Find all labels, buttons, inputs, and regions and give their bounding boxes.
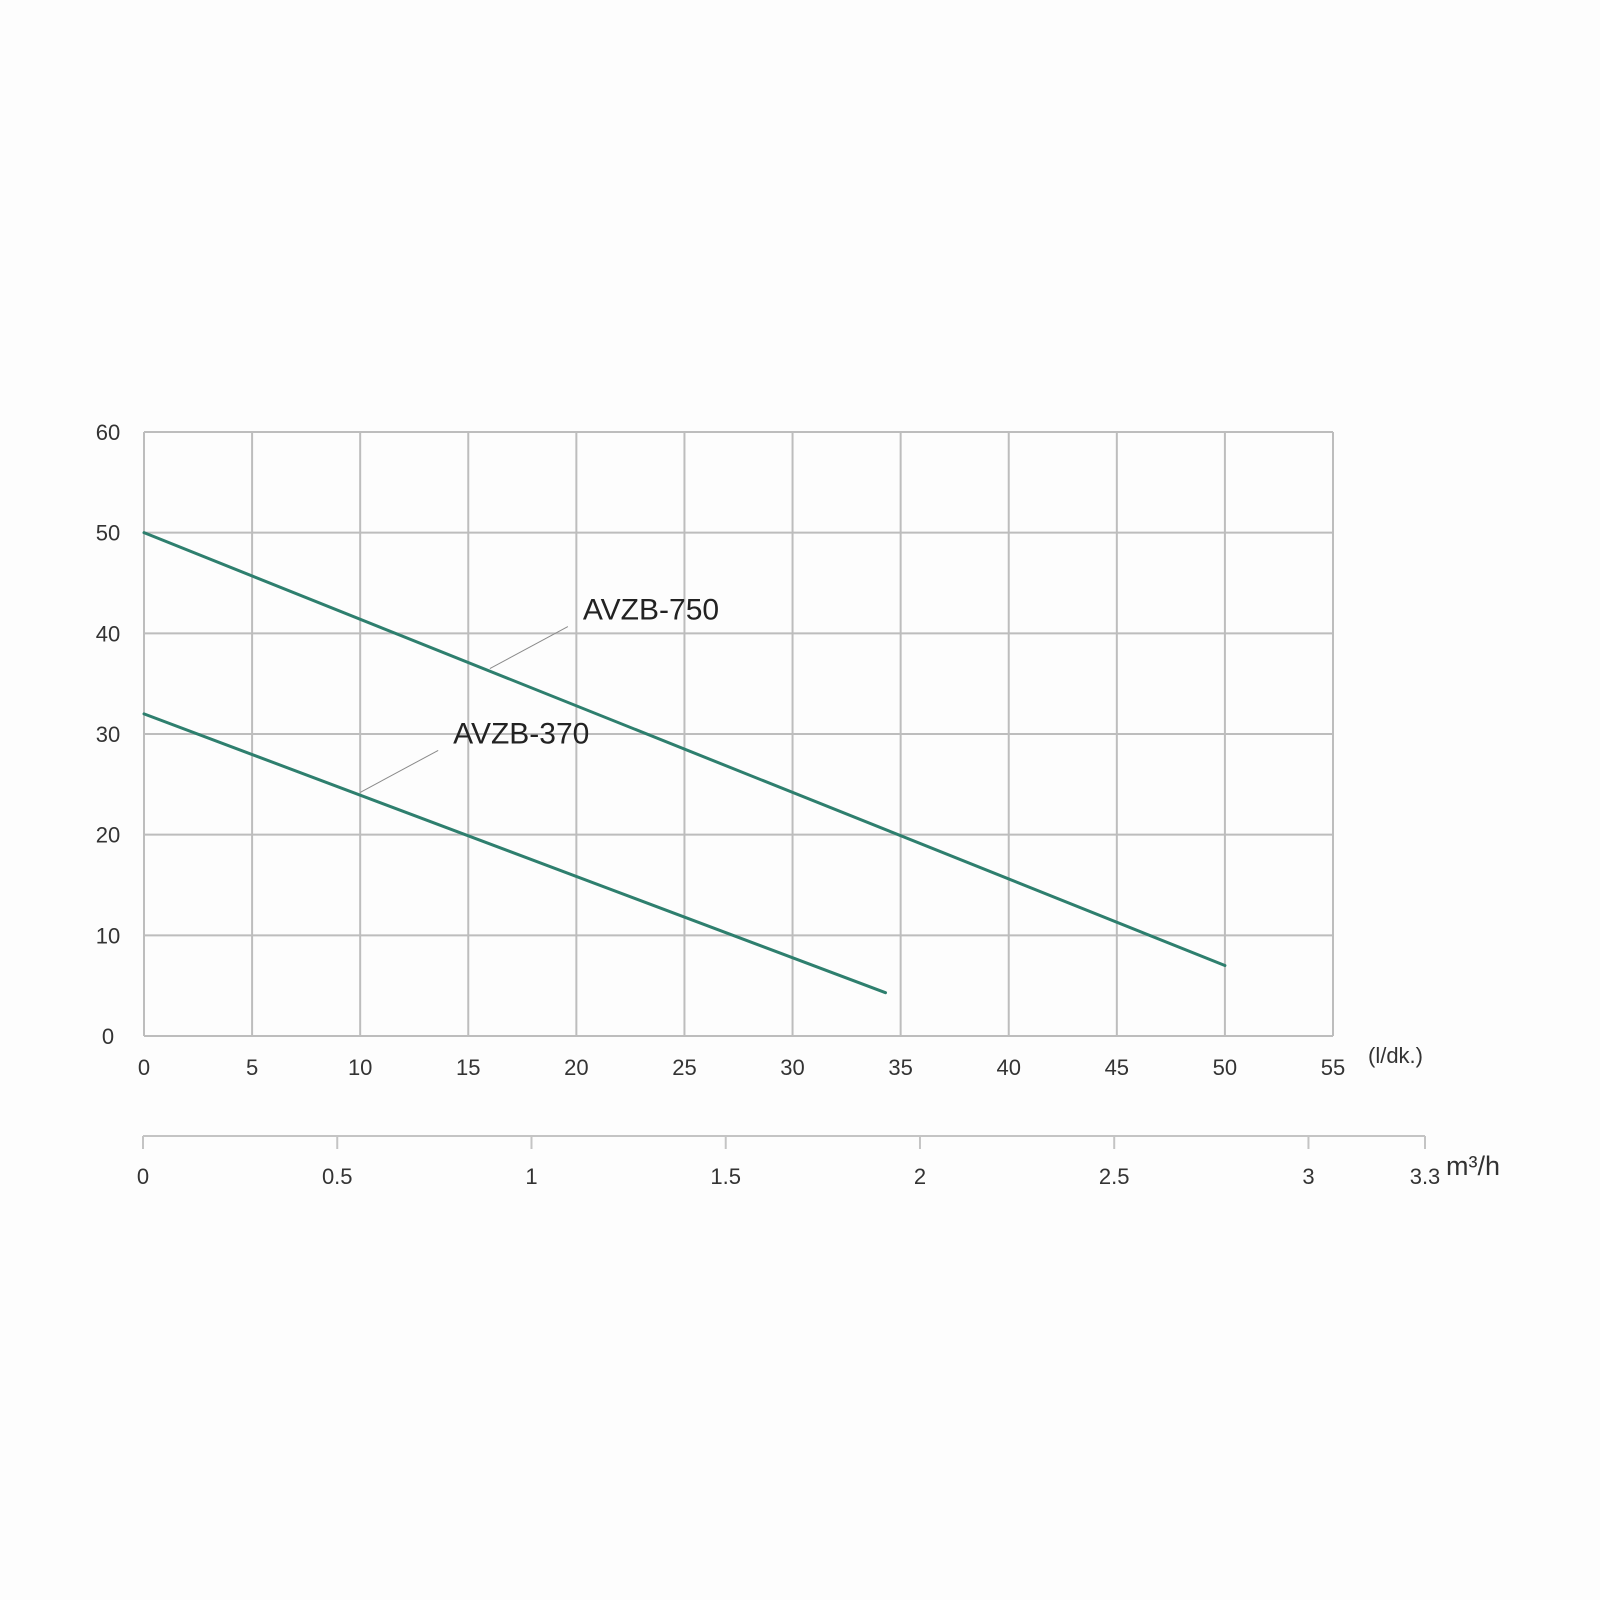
grid (143, 431, 1334, 1037)
secondary-tick-label: 1.5 (710, 1164, 741, 1189)
secondary-tick-label: 3 (1302, 1164, 1314, 1189)
x-tick-label: 35 (888, 1055, 912, 1080)
y-axis-tick-labels: 0 10 20 30 40 50 60 (96, 420, 120, 1049)
secondary-tick-label: 3.3 (1410, 1164, 1441, 1189)
series-line-avzb-370 (142, 712, 888, 995)
y-tick-label: 20 (96, 823, 120, 848)
y-tick-label: 40 (96, 621, 120, 646)
secondary-tick-label: 0 (137, 1164, 149, 1189)
y-tick-label: 10 (96, 923, 120, 948)
secondary-tick-label: 2.5 (1099, 1164, 1130, 1189)
annotation-leader-line (359, 749, 439, 793)
y-tick-label: 0 (102, 1024, 114, 1049)
x-tick-label: 55 (1321, 1055, 1345, 1080)
secondary-axis-unit-label: m³/h (1446, 1151, 1500, 1181)
x-tick-label: 50 (1213, 1055, 1237, 1080)
series-label-avzb-370: AVZB-370 (453, 717, 589, 750)
x-tick-label: 40 (996, 1055, 1020, 1080)
x-tick-label: 0 (138, 1055, 150, 1080)
x-axis-unit-label: (l/dk.) (1368, 1043, 1423, 1068)
x-tick-label: 15 (456, 1055, 480, 1080)
y-tick-label: 30 (96, 722, 120, 747)
series-label-avzb-750: AVZB-750 (583, 594, 719, 627)
series-annotations: AVZB-750 AVZB-370 (359, 594, 719, 793)
x-tick-label: 10 (348, 1055, 372, 1080)
secondary-tick-label: 1 (525, 1164, 537, 1189)
x-tick-label: 5 (246, 1055, 258, 1080)
x-tick-label: 45 (1105, 1055, 1129, 1080)
secondary-tick-label: 0.5 (322, 1164, 353, 1189)
x-axis-tick-labels: 0 5 10 15 20 25 30 35 40 45 50 55 (138, 1055, 1345, 1080)
x-tick-label: 25 (672, 1055, 696, 1080)
x-tick-label: 30 (780, 1055, 804, 1080)
y-tick-label: 50 (96, 521, 120, 546)
y-tick-label: 60 (96, 420, 120, 445)
x-tick-label: 20 (564, 1055, 588, 1080)
series-lines (142, 531, 1227, 995)
secondary-tick-label: 2 (914, 1164, 926, 1189)
annotation-leader-line (489, 626, 569, 670)
series-line-avzb-750 (142, 531, 1227, 968)
secondary-x-axis: 0 0.5 1 1.5 2 2.5 3 3.3 (137, 1135, 1441, 1189)
